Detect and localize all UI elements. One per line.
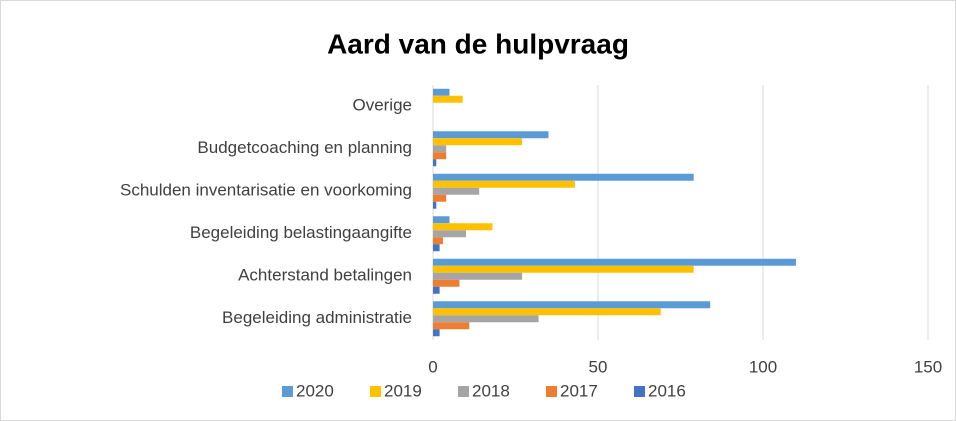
- bar: [433, 138, 523, 146]
- bar: [433, 322, 470, 330]
- y-tick-label: Begeleiding administratie: [222, 308, 412, 327]
- bar: [433, 329, 440, 337]
- bar: [433, 173, 694, 181]
- bar: [433, 201, 437, 209]
- bar: [433, 308, 661, 316]
- legend-swatch: [634, 386, 645, 397]
- bar: [433, 244, 440, 252]
- x-tick-label: 50: [589, 357, 608, 376]
- bar: [433, 88, 450, 96]
- legend-label: 2020: [296, 381, 334, 400]
- bar: [433, 286, 440, 294]
- x-tick-label: 150: [914, 357, 942, 376]
- bar: [433, 258, 796, 266]
- bar: [433, 131, 549, 139]
- bar: [433, 272, 523, 280]
- y-tick-label: Begeleiding belastingaangifte: [190, 223, 412, 242]
- x-tick-label: 100: [749, 357, 777, 376]
- y-tick-label: Budgetcoaching en planning: [197, 138, 412, 157]
- legend-swatch: [282, 386, 293, 397]
- y-tick-label: Overige: [352, 96, 412, 115]
- chart-title: Aard van de hulpvraag: [327, 28, 629, 59]
- bar: [433, 152, 447, 160]
- y-tick-label: Schulden inventarisatie en voorkoming: [120, 181, 412, 200]
- bar: [433, 315, 539, 323]
- bar: [433, 301, 711, 309]
- bar: [433, 145, 447, 153]
- bar: [433, 187, 480, 195]
- bar: [433, 194, 447, 202]
- legend-label: 2017: [560, 381, 598, 400]
- bar: [433, 237, 443, 245]
- bar: [433, 216, 450, 224]
- bar: [433, 279, 460, 287]
- legend-label: 2019: [384, 381, 422, 400]
- bar: [433, 265, 694, 273]
- y-tick-label: Achterstand betalingen: [238, 266, 412, 285]
- bar: [433, 180, 575, 188]
- legend-swatch: [370, 386, 381, 397]
- bar: [433, 223, 493, 231]
- legend-label: 2016: [648, 381, 686, 400]
- legend-label: 2018: [472, 381, 510, 400]
- bar: [433, 159, 437, 167]
- legend-swatch: [546, 386, 557, 397]
- bar: [433, 230, 466, 238]
- legend-swatch: [458, 386, 469, 397]
- bar: [433, 95, 463, 103]
- x-tick-label: 0: [428, 357, 437, 376]
